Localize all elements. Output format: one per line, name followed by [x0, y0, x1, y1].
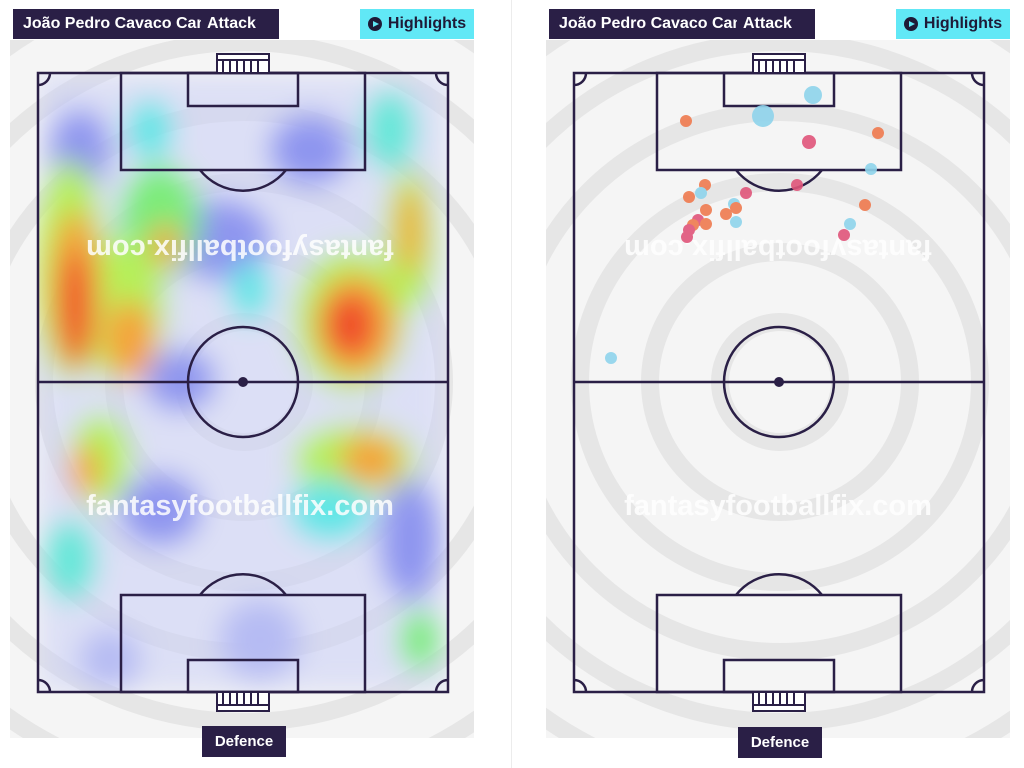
- shot-marker[interactable]: [683, 191, 695, 203]
- shot-marker[interactable]: [844, 218, 856, 230]
- shotmap-panel: fantasyfootballfix.com fantasyfootballfi…: [546, 0, 1010, 768]
- shot-marker[interactable]: [695, 187, 707, 199]
- shot-marker[interactable]: [740, 187, 752, 199]
- shot-marker[interactable]: [605, 352, 617, 364]
- watermark-text-flipped: fantasyfootballfix.com: [86, 233, 394, 265]
- bottom-goal: [752, 691, 806, 712]
- shot-marker[interactable]: [720, 208, 732, 220]
- center-spot: [238, 377, 248, 387]
- shot-marker[interactable]: [730, 216, 742, 228]
- heatmap-layer: [38, 73, 448, 692]
- shot-marker[interactable]: [730, 202, 742, 214]
- shot-marker[interactable]: [804, 86, 822, 104]
- highlights-label: Highlights: [387, 15, 467, 32]
- highlights-button[interactable]: Highlights: [360, 9, 474, 39]
- mode-label: Attack: [207, 15, 256, 32]
- defence-label: Defence: [202, 726, 286, 757]
- defence-label: Defence: [738, 727, 822, 758]
- heatmap-panel: fantasyfootballfix.com fantasyfootballfi…: [10, 0, 474, 768]
- watermark-text: fantasyfootballfix.com: [86, 490, 394, 522]
- shot-marker[interactable]: [802, 135, 816, 149]
- player-attack-tag: João Pedro Cavaco Cancelo Attack: [549, 9, 815, 39]
- player-name: João Pedro Cavaco Cancelo: [559, 15, 737, 32]
- shot-marker[interactable]: [700, 218, 712, 230]
- top-goal: [216, 53, 270, 74]
- highlights-button[interactable]: Highlights: [896, 9, 1010, 39]
- watermark-text-flipped: fantasyfootballfix.com: [624, 233, 932, 265]
- shot-marker[interactable]: [859, 199, 871, 211]
- center-spot: [774, 377, 784, 387]
- shot-marker[interactable]: [865, 163, 877, 175]
- shot-marker[interactable]: [681, 231, 693, 243]
- watermark-text: fantasyfootballfix.com: [624, 490, 932, 522]
- player-name: João Pedro Cavaco Cancelo: [23, 15, 201, 32]
- panel-divider: [511, 0, 512, 768]
- player-attack-tag: João Pedro Cavaco Cancelo Attack: [13, 9, 279, 39]
- play-circle-icon: [367, 17, 382, 31]
- shot-markers: [605, 86, 884, 364]
- shot-marker[interactable]: [872, 127, 884, 139]
- bottom-goal: [216, 691, 270, 712]
- background-rings: [546, 40, 1010, 738]
- mode-label: Attack: [743, 15, 792, 32]
- shot-marker[interactable]: [838, 229, 850, 241]
- top-goal: [752, 53, 806, 74]
- heatmap-pitch: fantasyfootballfix.com fantasyfootballfi…: [10, 40, 474, 738]
- shot-marker[interactable]: [700, 204, 712, 216]
- shotmap-pitch: fantasyfootballfix.com fantasyfootballfi…: [546, 40, 1010, 738]
- shot-marker[interactable]: [752, 105, 774, 127]
- highlights-label: Highlights: [923, 15, 1003, 32]
- shot-marker[interactable]: [791, 179, 803, 191]
- play-circle-icon: [903, 17, 918, 31]
- shot-marker[interactable]: [680, 115, 692, 127]
